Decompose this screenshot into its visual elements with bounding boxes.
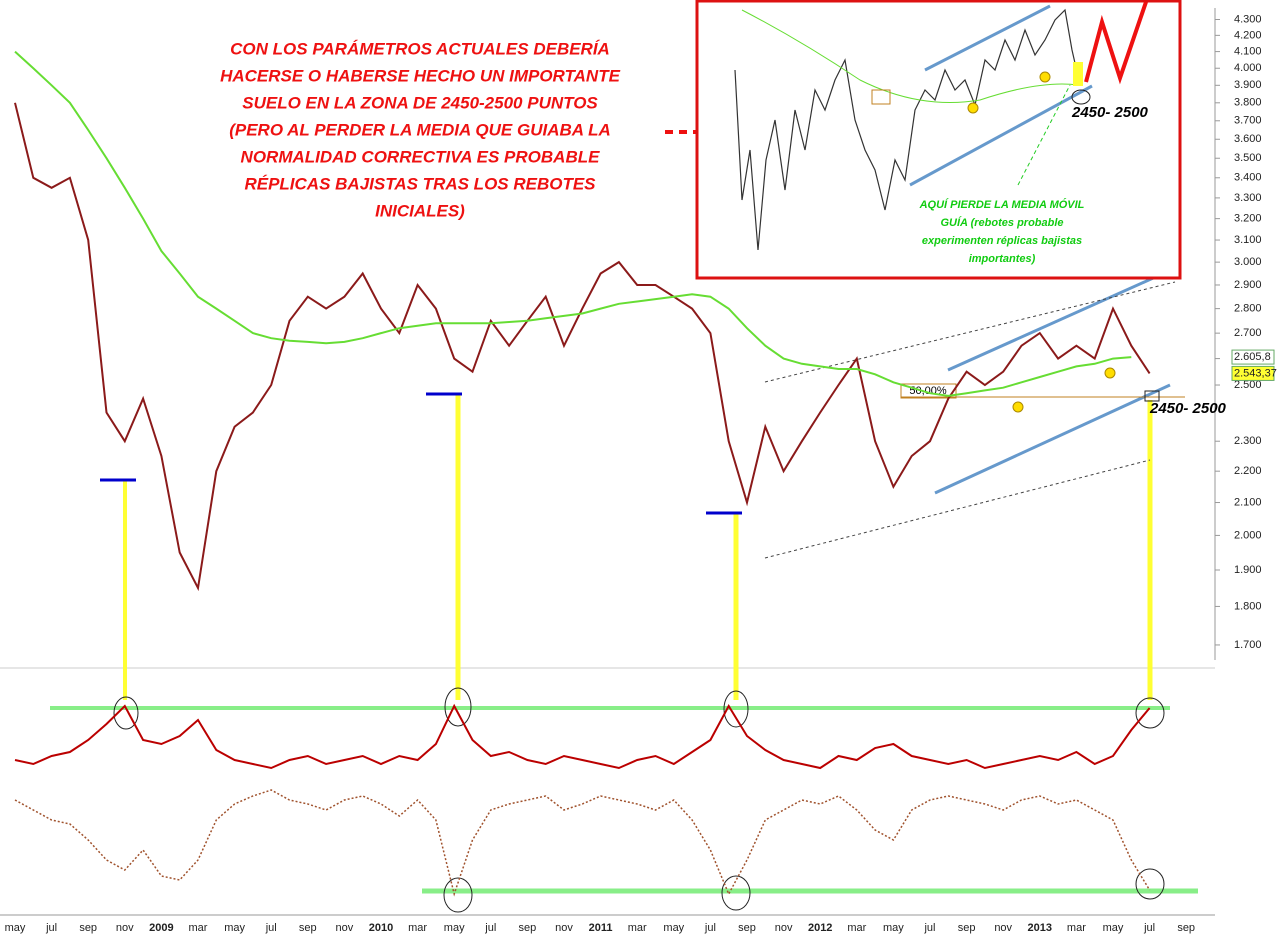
x-tick-label: may	[5, 922, 26, 934]
annotation-line: HACERSE O HABERSE HECHO UN IMPORTANTE	[220, 66, 621, 85]
x-tick-label: mar	[628, 922, 647, 934]
inset-annotation-line: AQUÍ PIERDE LA MEDIA MÓVIL	[919, 198, 1085, 211]
annotation-line: INICIALES)	[375, 201, 465, 220]
x-tick-label: jul	[923, 922, 935, 934]
annotation-line: NORMALIDAD CORRECTIVA ES PROBABLE	[241, 147, 601, 166]
y-tick-label: 3.800	[1234, 97, 1262, 109]
zone-label: 2450- 2500	[1149, 400, 1227, 417]
x-tick-label: jul	[265, 922, 277, 934]
y-tick-label: 2.700	[1234, 327, 1262, 339]
y-tick-label: 2.800	[1234, 303, 1262, 315]
value-flag	[1231, 349, 1275, 365]
y-tick-label: 4.100	[1234, 46, 1262, 58]
y-tick-label: 2.000	[1234, 529, 1262, 541]
x-tick-label: may	[444, 922, 465, 934]
annotation-line: RÉPLICAS BAJISTAS TRAS LOS REBOTES	[244, 174, 596, 193]
x-tick-label: jul	[1143, 922, 1155, 934]
value-flag-label: 2.543,37	[1234, 367, 1277, 379]
y-tick-label: 4.200	[1234, 29, 1262, 41]
x-tick-label: sep	[958, 922, 976, 934]
y-tick-label: 2.500	[1234, 379, 1262, 391]
y-tick-label: 3.900	[1234, 79, 1262, 91]
inset-annotation-line: GUÍA (rebotes probable	[940, 216, 1063, 229]
decor	[0, 0, 1216, 916]
y-tick-label: 1.900	[1234, 564, 1262, 576]
x-tick-label: sep	[519, 922, 537, 934]
value-flag	[1231, 365, 1275, 381]
x-tick-label: nov	[336, 922, 354, 934]
inset-annotation-line: experimenten réplicas bajistas	[922, 235, 1082, 247]
x-tick-label: 2009	[149, 922, 173, 934]
series-line	[14, 789, 1151, 897]
x-tick-label: 2012	[808, 922, 832, 934]
y-tick-label: 1.700	[1234, 639, 1262, 651]
y-tick-label: 3.300	[1234, 192, 1262, 204]
y-tick-label: 1.800	[1234, 600, 1262, 612]
x-tick-label: sep	[738, 922, 756, 934]
x-tick-label: sep	[1177, 922, 1195, 934]
y-tick-label: 3.400	[1234, 172, 1262, 184]
series-line	[14, 102, 1151, 592]
inset-annotation-line: importantes)	[969, 253, 1036, 265]
x-tick-label: may	[1103, 922, 1124, 934]
x-tick-label: jul	[484, 922, 496, 934]
inset-zone-label: 2450- 2500	[1071, 104, 1149, 121]
x-tick-label: may	[663, 922, 684, 934]
x-tick-label: jul	[704, 922, 716, 934]
x-tick-label: sep	[299, 922, 317, 934]
x-tick-label: mar	[408, 922, 427, 934]
y-tick-label: 2.900	[1234, 279, 1262, 291]
series-line	[14, 703, 1151, 770]
annotation-block: CON LOS PARÁMETROS ACTUALES DEBERÍA HACER…	[220, 39, 621, 220]
x-tick-label: nov	[994, 922, 1012, 934]
x-tick-label: nov	[775, 922, 793, 934]
y-tick-label: 3.100	[1234, 234, 1262, 246]
x-tick-label: 2011	[589, 922, 613, 934]
y-tick-label: 3.000	[1234, 256, 1262, 268]
annotation-line: CON LOS PARÁMETROS ACTUALES DEBERÍA	[230, 39, 610, 58]
x-tick-label: nov	[116, 922, 134, 934]
x-tick-label: 2013	[1028, 922, 1052, 934]
y-tick-label: 2.100	[1234, 496, 1262, 508]
x-tick-label: may	[883, 922, 904, 934]
y-tick-label: 3.500	[1234, 152, 1262, 164]
y-tick-label: 3.200	[1234, 213, 1262, 225]
y-tick-label: 2.200	[1234, 465, 1262, 477]
x-tick-label: sep	[79, 922, 97, 934]
inset-annotation: AQUÍ PIERDE LA MEDIA MÓVIL GUÍA (rebotes …	[919, 198, 1085, 265]
y-tick-label: 3.600	[1234, 133, 1262, 145]
x-tick-label: mar	[847, 922, 866, 934]
value-flag-label: 2.605,8	[1234, 351, 1271, 363]
x-tick-label: mar	[1067, 922, 1086, 934]
y-tick-label: 3.700	[1234, 115, 1262, 127]
annotation-line: (PERO AL PERDER LA MEDIA QUE GUIABA LA	[229, 120, 611, 139]
y-tick-label: 4.000	[1234, 62, 1262, 74]
x-tick-label: 2010	[369, 922, 393, 934]
annotation-line: SUELO EN LA ZONA DE 2450-2500 PUNTOS	[242, 93, 598, 112]
x-tick-label: jul	[45, 922, 57, 934]
y-tick-label: 4.300	[1234, 13, 1262, 25]
y-tick-label: 2.300	[1234, 435, 1262, 447]
x-tick-label: may	[224, 922, 245, 934]
series-line	[14, 50, 1132, 397]
x-tick-label: mar	[189, 922, 208, 934]
x-tick-label: nov	[555, 922, 573, 934]
